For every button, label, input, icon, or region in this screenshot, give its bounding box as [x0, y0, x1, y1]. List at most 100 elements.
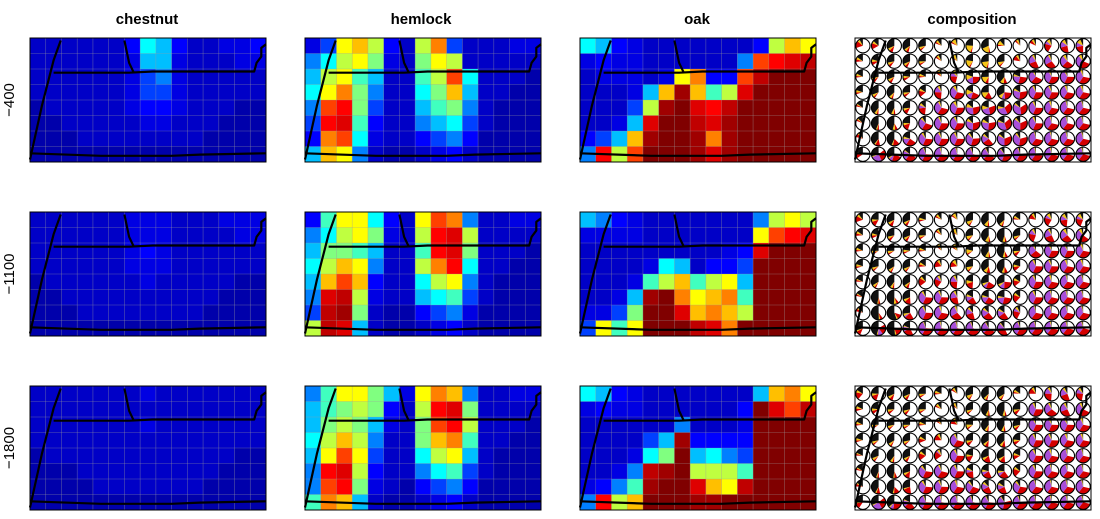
pie-slice [981, 85, 989, 93]
heatmap-cell [674, 386, 691, 402]
pie-slice [871, 408, 879, 412]
heatmap-cell [446, 401, 463, 418]
heatmap-cell [336, 289, 353, 306]
heatmap-cell [721, 38, 738, 54]
pie-outline [1028, 401, 1044, 417]
heatmap-cell [493, 401, 510, 418]
pie-slice [1064, 38, 1068, 46]
heatmap-cell [627, 227, 644, 244]
pie-outline [965, 305, 981, 321]
pie-slice [1013, 466, 1021, 472]
heatmap-cell [674, 212, 691, 228]
pie-outline [855, 38, 871, 54]
pie-glyph [855, 432, 871, 448]
heatmap-cell [627, 100, 644, 116]
pie-slice [903, 76, 911, 81]
pie-slice [970, 54, 981, 69]
pie-slice [1034, 305, 1036, 313]
heatmap-cell [399, 479, 416, 495]
pie-slice [907, 448, 918, 463]
pie-slice [938, 228, 942, 236]
pie-slice [1065, 131, 1068, 139]
pie-slice [1028, 117, 1036, 130]
pie-slice [903, 440, 911, 444]
pie-slice [981, 471, 989, 476]
heatmap-cell [800, 243, 817, 259]
heatmap-cell [61, 84, 78, 101]
pie-slice [1051, 259, 1059, 267]
heatmap-cell [140, 463, 157, 480]
heatmap-cell [784, 84, 801, 101]
heatmap-cell [627, 417, 644, 433]
pie-slice [955, 100, 958, 108]
pie-slice [904, 61, 911, 68]
pie-slice [871, 393, 879, 397]
heatmap-cell [580, 38, 597, 54]
pie-slice [856, 69, 863, 77]
heatmap-cell [92, 417, 110, 433]
pie-glyph [996, 131, 1013, 147]
panel-grid [28, 37, 1092, 511]
pie-slice [973, 147, 981, 157]
pie-slice [1064, 259, 1068, 267]
pie-slice [1067, 464, 1075, 473]
pie-glyph [965, 320, 981, 336]
pie-outline [949, 463, 965, 479]
heatmap-cell [352, 386, 369, 402]
pie-outline [933, 84, 950, 100]
pie-slice [872, 281, 879, 288]
pie-slice [904, 235, 911, 242]
pie-slice [988, 38, 996, 53]
pie-slice [983, 266, 989, 274]
pie-outline [1059, 53, 1076, 69]
pie-glyph [902, 494, 918, 510]
pie-glyph [981, 69, 997, 85]
heatmap-cell [61, 274, 78, 290]
pie-slice [997, 100, 1005, 108]
heatmap-cell [399, 115, 416, 132]
pie-slice [968, 402, 981, 417]
pie-slice [902, 402, 911, 411]
pie-slice [1082, 69, 1084, 77]
pie-slice [981, 448, 989, 459]
heatmap-cell [352, 274, 369, 290]
pie-slice [985, 147, 989, 155]
pie-slice [939, 131, 942, 139]
pie-slice [953, 131, 958, 139]
pie-slice [1076, 100, 1084, 114]
pie-slice [1067, 290, 1075, 299]
pie-outline [1043, 100, 1060, 116]
heatmap-cell [320, 432, 337, 449]
heatmap-cell [478, 84, 495, 101]
heatmap-cell [415, 494, 432, 511]
heatmap-cell [737, 227, 754, 244]
pie-slice [878, 131, 886, 146]
pie-slice [1064, 386, 1068, 394]
pie-outline [1012, 84, 1028, 100]
pie-outline [1043, 289, 1060, 305]
pie-slice [894, 486, 900, 494]
heatmap-cell [580, 53, 597, 70]
heatmap-cell [203, 479, 220, 495]
heatmap-cell [367, 69, 385, 85]
pie-slice [985, 495, 989, 503]
pie-slice [982, 455, 989, 461]
heatmap-cell [218, 479, 235, 495]
heatmap-cell [430, 212, 447, 228]
pie-glyph [981, 305, 997, 321]
heatmap-cell [203, 69, 220, 85]
heatmap-cell [768, 305, 785, 321]
heatmap-cell [705, 38, 722, 54]
pie-slice [969, 479, 973, 487]
heatmap-cell [737, 432, 754, 449]
heatmap-cell [203, 463, 220, 480]
pie-glyph [965, 53, 981, 69]
heatmap-cell [250, 417, 267, 433]
pie-slice [1066, 274, 1068, 282]
pie-slice [906, 100, 918, 115]
pie-slice [1001, 92, 1005, 100]
pie-slice [1013, 452, 1021, 456]
heatmap-cell [415, 463, 432, 480]
pie-slice [1082, 305, 1084, 313]
pie-outline [918, 448, 934, 464]
